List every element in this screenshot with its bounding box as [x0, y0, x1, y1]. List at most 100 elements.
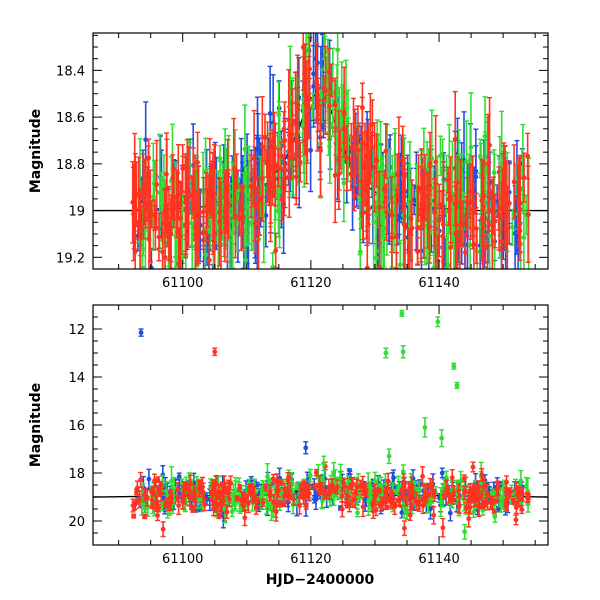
top-series3-point: [498, 182, 504, 252]
bottom-series3-point: [243, 494, 249, 503]
bottom-outlier-point: [401, 520, 407, 537]
bottom-series3-point: [305, 483, 311, 499]
top-series2-point: [437, 135, 443, 177]
top-series3-point: [482, 232, 488, 263]
bottom-outlier-point: [454, 381, 460, 389]
bottom-series2-point: [229, 505, 235, 518]
top-series3-point: [165, 203, 171, 248]
bottom-series3-point: [297, 495, 303, 515]
top-series3-point: [408, 200, 414, 237]
bottom-series3-point: [339, 500, 345, 518]
bottom-series3-point: [376, 487, 382, 494]
bottom-series3-point: [222, 481, 228, 494]
top-series3-point: [439, 190, 445, 221]
top-series3-point: [372, 122, 378, 213]
top-series3-point: [154, 139, 160, 230]
top-y-axis-title: Magnitude: [28, 109, 44, 193]
bottom-series3-point: [510, 497, 516, 505]
bottom-series3-point: [420, 466, 426, 487]
bottom-series3-point: [476, 497, 482, 518]
bottom-series3-point: [158, 485, 164, 502]
bottom-series3-point: [320, 482, 326, 493]
top-series3-point: [400, 125, 406, 212]
top-series3-point: [344, 125, 350, 192]
top-series3-point: [351, 180, 357, 212]
bottom-series3-point: [409, 476, 415, 494]
top-x-tick-label: 61100: [162, 276, 203, 291]
top-series3-point: [511, 144, 517, 220]
bottom-outlier-point: [303, 441, 309, 455]
top-series3-point: [197, 190, 203, 236]
top-series2-point: [150, 142, 156, 252]
top-series3-point: [341, 114, 347, 144]
top-series3-point: [448, 156, 454, 244]
bottom-series3-point: [275, 478, 281, 491]
bottom-series3-point: [138, 471, 144, 489]
bottom-series2-point: [354, 508, 360, 518]
bottom-series3-point: [479, 467, 485, 482]
bottom-series3-point: [185, 484, 191, 496]
top-series3-point: [273, 232, 279, 269]
top-series3-point: [415, 190, 421, 265]
bottom-outlier-point: [321, 455, 327, 472]
bottom-series3-point: [431, 505, 437, 525]
top-series3-point: [369, 99, 375, 150]
bottom-series3-point: [461, 485, 467, 501]
bottom-series3-point: [210, 479, 216, 489]
bottom-series3-point: [209, 494, 215, 507]
top-series3-point: [272, 122, 278, 207]
top-series3-point: [231, 117, 237, 220]
top-series3-point: [463, 195, 469, 239]
top-series3-point: [131, 221, 137, 250]
top-series2-point: [310, 93, 316, 119]
top-y-tick-label: 18.6: [56, 111, 85, 126]
top-series3-point: [183, 164, 189, 236]
bottom-series3-point: [142, 513, 148, 520]
top-series3-point: [359, 82, 365, 133]
bottom-series3-point: [332, 486, 338, 494]
bottom-plot-area: [93, 309, 548, 540]
top-series3-point: [455, 229, 461, 266]
bottom-series3-point: [440, 517, 446, 538]
top-series3-point: [297, 142, 303, 183]
bottom-series3-point: [339, 490, 345, 503]
bottom-series3-point: [352, 490, 358, 509]
top-series3-point: [484, 218, 490, 269]
bottom-series3-point: [378, 496, 384, 512]
bottom-series3-point: [449, 468, 455, 487]
bottom-series3-point: [312, 482, 318, 490]
top-series3-point: [452, 90, 458, 188]
bottom-series3-point: [456, 500, 462, 513]
bottom-series3-point: [198, 488, 204, 496]
top-series3-point: [301, 44, 307, 105]
top-series3-point: [383, 183, 389, 241]
bottom-series3-point: [260, 498, 266, 507]
top-series3-point: [473, 192, 479, 265]
top-series3-point: [487, 96, 493, 194]
top-series3-point: [264, 148, 270, 178]
bottom-series3-point: [211, 500, 217, 517]
bottom-series2-point: [230, 483, 236, 506]
bottom-y-tick-label: 12: [68, 323, 85, 338]
bottom-series3-point: [285, 471, 291, 488]
top-series3-point: [389, 196, 395, 235]
bottom-series2-point: [307, 468, 313, 483]
bottom-series2-point: [498, 498, 504, 513]
bottom-series3-point: [463, 501, 469, 514]
bottom-series3-point: [267, 492, 273, 499]
bottom-series3-point: [495, 480, 501, 489]
bottom-outlier-point: [386, 448, 392, 465]
bottom-y-tick-label: 16: [68, 419, 85, 434]
top-series3-point: [427, 131, 433, 196]
top-series3-point: [136, 156, 142, 232]
top-series3-point: [239, 187, 245, 234]
top-series3-point: [332, 127, 338, 224]
bottom-series3-point: [234, 495, 240, 502]
bottom-series3-point: [187, 492, 193, 500]
bottom-series3-point: [407, 509, 413, 522]
bottom-series3-point: [192, 487, 198, 499]
bottom-series3-point: [242, 509, 248, 527]
top-series2-point: [371, 171, 377, 269]
top-series3-point: [175, 172, 181, 234]
bottom-series3-point: [154, 509, 160, 522]
